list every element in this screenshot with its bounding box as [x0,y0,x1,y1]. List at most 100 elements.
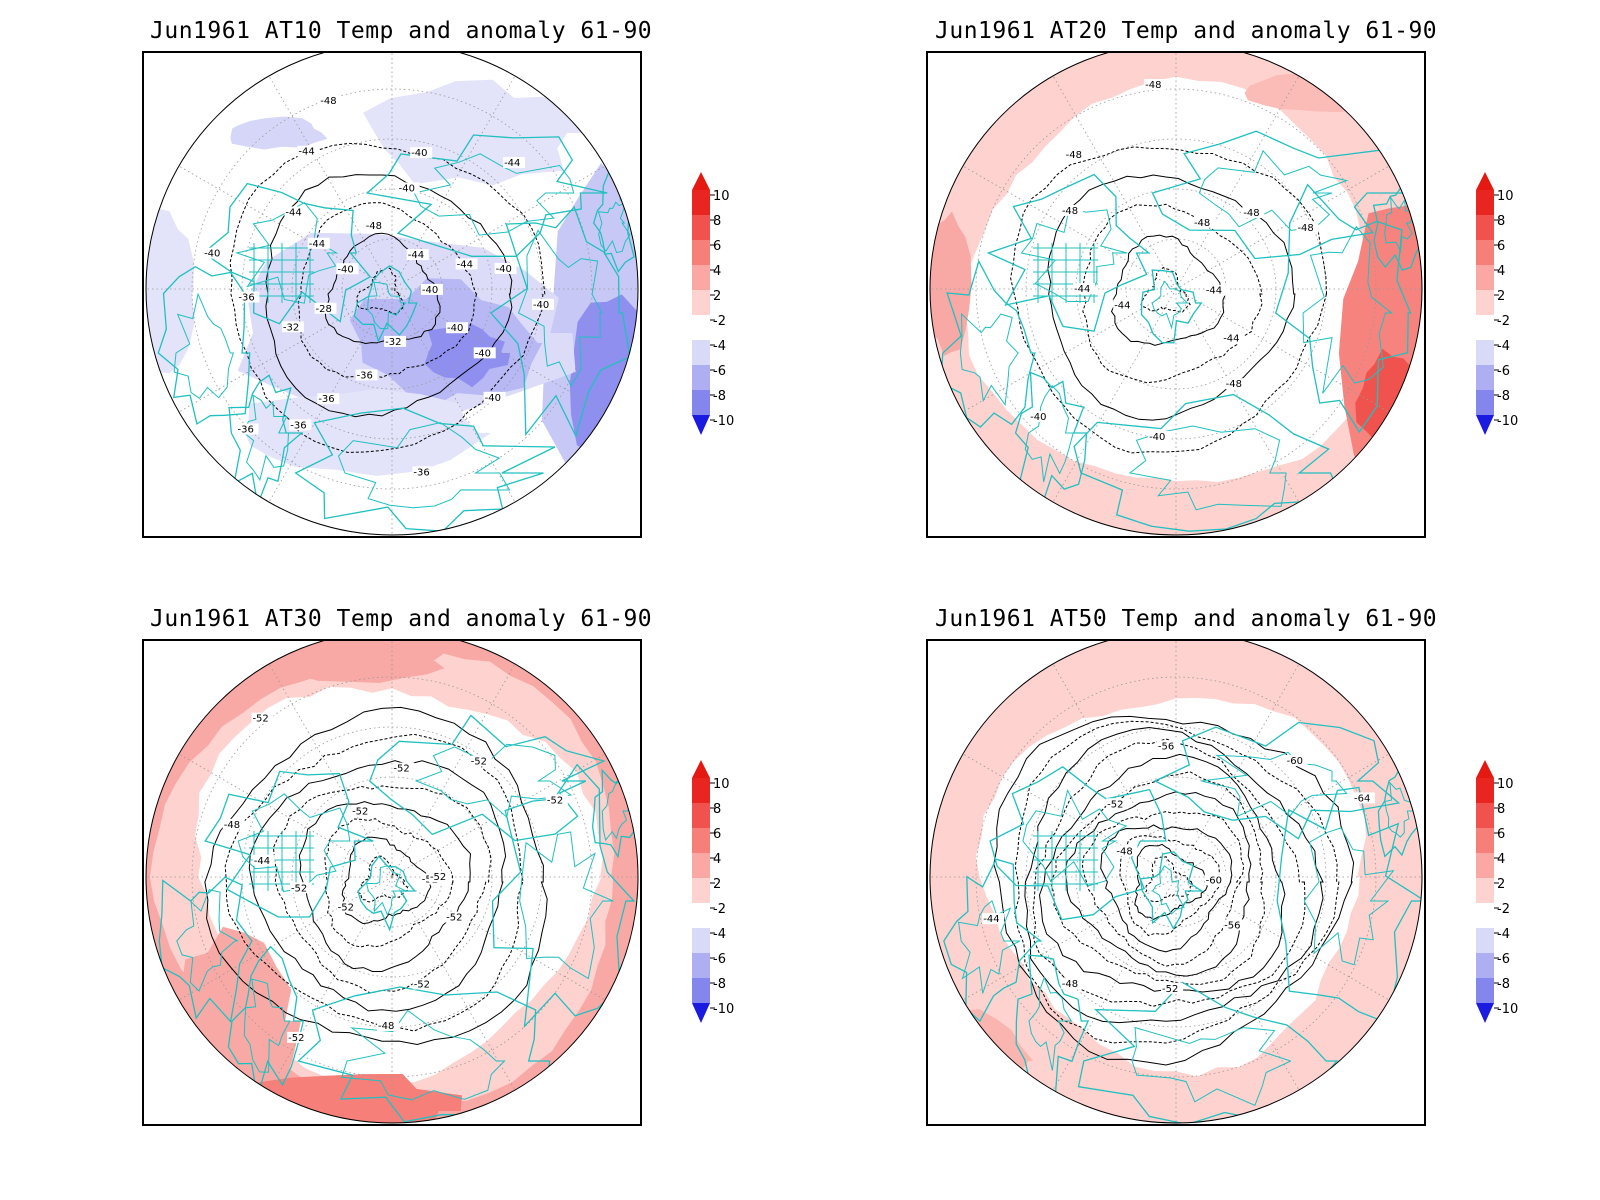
colorbar-tick-label: 8 [713,214,721,229]
contour-label-bg [1064,148,1087,160]
colorbar-swatch [692,240,710,265]
contour-label-bg [1029,410,1052,422]
panel-title: Jun1961 AT20 Temp and anomaly 61-90 [935,18,1438,44]
contour-label: -36 [238,293,254,304]
colorbar-tick-label: 6 [1497,239,1505,254]
contour-label-bg [1285,754,1308,766]
colorbar-tick-label: 2 [1497,877,1505,892]
contour-label: -40 [204,249,220,260]
map-boundary [145,53,639,536]
contour-label-bg [251,712,274,724]
colorbar-arrow-bottom [692,1003,710,1023]
contour-label: -48 [224,820,240,831]
contour-label-bg [237,291,260,303]
contour-label-bg [1115,845,1138,857]
contour-label-bg [307,237,330,249]
contour-label-bg [355,369,378,381]
colorbar-tick-label: -6 [713,364,726,379]
panel-title: Jun1961 AT30 Temp and anomaly 61-90 [150,606,653,632]
contour-label: -40 [1149,432,1165,443]
colorbar-tick-label: 6 [713,827,721,842]
map-disc: -40 -40 -40 -40 -36 -32 -36 -36 -36 -36 -28 -32 -36 -… [146,53,638,535]
colorbar-tick-label: -2 [713,902,726,917]
contour-label: -52 [414,980,430,991]
colorbar-tick-label: -10 [1497,414,1518,429]
contour-label-bg [982,913,1005,925]
polar-map: -40 -40 -40 -40 -36 -32 -36 -36 -36 -36 -28 -32 -36 -… [145,53,639,536]
colorbar-swatch [1476,290,1494,315]
contour-label-bg [1204,284,1227,296]
contour-label: -44 [504,158,520,169]
contour-label: -48 [1066,150,1082,161]
colorbar-arrow-top [1476,760,1494,778]
panel-title: Jun1961 AT10 Temp and anomaly 61-90 [150,18,653,44]
colorbar-arrow-top [1476,172,1494,190]
map-boundary [929,641,1423,1124]
contour-label: -28 [315,304,331,315]
map-frame: -44 -44 -48 -40 -40 -44 -44 -48 -48 -48 -48 -48 -48 [926,51,1426,538]
contour-label-bg [412,466,435,478]
contour-label: -48 [1226,379,1242,390]
colorbar-tick-label: 10 [1497,189,1514,204]
colorbar-swatch [692,903,710,928]
contour-label-bg [446,322,469,334]
polar-map: -60 -56 -52 -48 -44 -48 -52 -56 -60 -64 [929,641,1423,1124]
colorbar-swatch [1476,853,1494,878]
contour-label-bg [1204,874,1227,886]
contour-label-bg [351,805,374,817]
colorbar-swatch [692,878,710,903]
colorbar-tick-label: 2 [713,877,721,892]
contour-label-bg [1242,207,1265,219]
coastlines [157,134,635,532]
contour-label-bg [384,335,407,347]
colorbar-tick-label: 2 [1497,289,1505,304]
colorbar-tick-label: -2 [1497,902,1510,917]
contour-label-bg [1156,740,1179,752]
contour-label-bg [1113,299,1136,311]
contour-label-bg [377,1019,400,1031]
colorbar-tick-label: -10 [713,414,734,429]
coastlines [943,721,1422,1123]
contour-label: -60 [1206,875,1222,886]
contour-label-bg [494,262,517,274]
contour-label-bg [1223,919,1246,931]
contour-label-bg [531,298,554,310]
contour-label: -60 [1287,756,1303,767]
colorbar-tick-label: 8 [1497,214,1505,229]
contour-label: -44 [1223,334,1239,345]
colorbar-tick-label: -6 [1497,952,1510,967]
contour-label-bg [317,393,340,405]
colorbar-swatch [1476,978,1494,1003]
contour-label: -32 [283,322,299,333]
contour-labels: -44 -44 -48 -40 -40 -44 -44 -48 -48 -48 -48 -48 -48 [1029,79,1319,443]
contour-label-bg [1148,431,1171,443]
contour-label: -44 [254,856,270,867]
colorbar-swatch [692,953,710,978]
polar-map: -52 -52 -52 -48 -52 -52 -52 -44 -48 -52 -52 -52 -52 -… [145,641,639,1124]
contour-label-bg [397,182,420,194]
colorbar-tick-label: -8 [713,977,726,992]
map-frame: -60 -56 -52 -48 -44 -48 -52 -56 -60 -64 [926,639,1426,1126]
colorbar-tick-label: -10 [1497,1002,1518,1017]
contour-label: -48 [1116,846,1132,857]
contour-label: -44 [1206,286,1222,297]
colorbar-swatch [1476,903,1494,928]
contour-label: -56 [1224,920,1240,931]
contour-label-bg [319,94,342,106]
colorbar-swatch [692,290,710,315]
coastlines [940,130,1422,532]
contour-label-bg [1073,283,1096,295]
contour-label: -48 [1062,206,1078,217]
contour-label: -44 [1114,300,1130,311]
contour-label: -48 [1243,208,1259,219]
colorbar-swatch [692,265,710,290]
contour-label: -36 [290,420,306,431]
contour-label-bg [336,263,359,275]
colorbar-tick-label: 4 [1497,264,1505,279]
panel-title: Jun1961 AT50 Temp and anomaly 61-90 [935,606,1438,632]
contour-labels: -60 -56 -52 -48 -44 -48 -52 -56 -60 -64 [982,740,1375,995]
colorbar: 10 8 6 4 2 -2 -4 -6 -8 -10 [1466,170,1536,464]
contour-label-bg [1222,332,1245,344]
contour-label: -44 [309,239,325,250]
colorbar-tick-label: -8 [713,389,726,404]
